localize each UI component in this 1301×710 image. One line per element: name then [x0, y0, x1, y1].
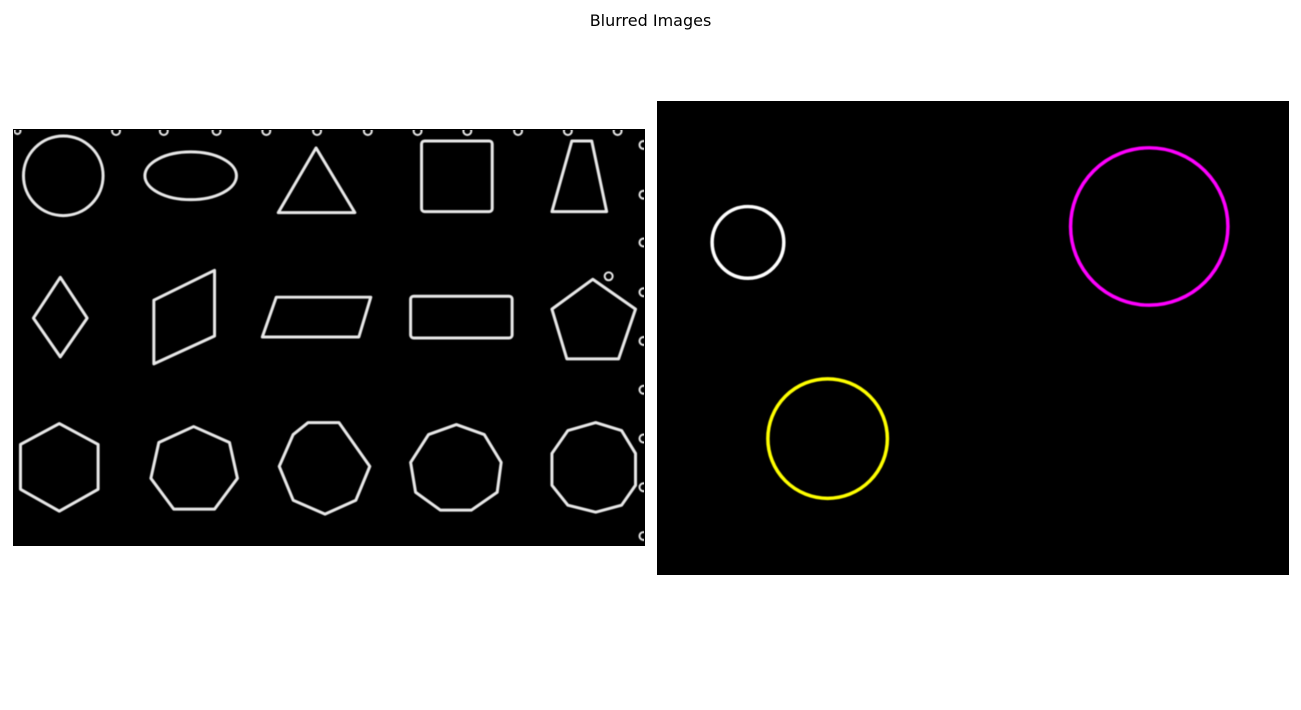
edge-dot [638, 139, 644, 150]
edge-dot [412, 130, 423, 136]
shapes-grid-image [14, 130, 644, 545]
ellipse-shape [143, 150, 238, 202]
edge-dot [603, 271, 614, 282]
circle-shape [21, 134, 105, 218]
right-image-panel [657, 101, 1289, 575]
trapezoid-shape [550, 139, 609, 214]
triangle-shape [276, 146, 357, 215]
magenta-circle [1068, 146, 1230, 307]
nonagon-shape [409, 423, 503, 512]
white-circle [710, 204, 786, 280]
circles-image [658, 102, 1288, 574]
square-shape [420, 139, 494, 214]
edge-dot [638, 384, 644, 395]
heptagon-shape [149, 425, 239, 511]
parallelogram-vertical-shape [152, 268, 217, 366]
rhombus-shape [31, 275, 89, 359]
edge-dot [638, 336, 644, 346]
parallelogram-shape [260, 295, 373, 339]
edge-dot [513, 130, 524, 136]
left-image-panel [13, 129, 645, 546]
octagon-shape [277, 421, 372, 516]
circle-outlines [710, 146, 1230, 501]
edge-dot [562, 130, 573, 136]
edge-dot [14, 130, 22, 135]
yellow-circle [766, 377, 890, 501]
edge-dot [211, 130, 222, 136]
edge-dot [261, 130, 272, 136]
hexagon-shape [18, 422, 100, 513]
figure-title: Blurred Images [589, 11, 712, 30]
edge-dots-right [603, 139, 644, 542]
edge-dot [638, 531, 644, 542]
edge-dot [362, 130, 373, 136]
edge-dot [638, 287, 644, 298]
pentagon-shape [550, 277, 638, 361]
rectangle-shape [409, 294, 514, 340]
right-image-background [658, 102, 1288, 574]
edge-dot [638, 482, 644, 493]
edge-dot [638, 433, 644, 444]
shape-outlines [14, 130, 644, 542]
edge-dot [158, 130, 169, 136]
edge-dot [638, 237, 644, 248]
decagon-shape [550, 421, 638, 514]
edge-dot [612, 130, 623, 136]
edge-dot [462, 130, 473, 136]
edge-dot [638, 189, 644, 200]
edge-dot [111, 130, 122, 136]
edge-dots-top [14, 130, 623, 136]
edge-dot [312, 130, 323, 136]
